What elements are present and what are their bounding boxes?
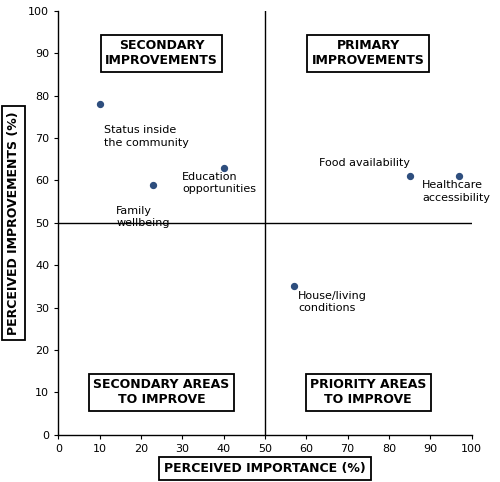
Point — [96, 100, 104, 108]
Text: PRIMARY
IMPROVEMENTS: PRIMARY IMPROVEMENTS — [312, 40, 424, 67]
Point — [220, 164, 228, 172]
Text: Food availability: Food availability — [318, 158, 410, 168]
Text: Education
opportunities: Education opportunities — [182, 172, 256, 194]
Point — [150, 181, 158, 188]
Point — [455, 173, 463, 180]
Y-axis label: PERCEIVED IMPROVEMENTS (%): PERCEIVED IMPROVEMENTS (%) — [7, 111, 20, 335]
Text: House/living
conditions: House/living conditions — [298, 291, 367, 313]
Text: SECONDARY AREAS
TO IMPROVE: SECONDARY AREAS TO IMPROVE — [94, 378, 230, 406]
Text: Status inside
the community: Status inside the community — [104, 125, 188, 148]
Point — [290, 282, 298, 290]
X-axis label: PERCEIVED IMPORTANCE (%): PERCEIVED IMPORTANCE (%) — [164, 462, 366, 475]
Text: PRIORITY AREAS
TO IMPROVE: PRIORITY AREAS TO IMPROVE — [310, 378, 426, 406]
Point — [406, 173, 413, 180]
Text: Healthcare
accessibility: Healthcare accessibility — [422, 180, 490, 203]
Text: SECONDARY
IMPROVEMENTS: SECONDARY IMPROVEMENTS — [105, 40, 218, 67]
Text: Family
wellbeing: Family wellbeing — [116, 206, 170, 228]
